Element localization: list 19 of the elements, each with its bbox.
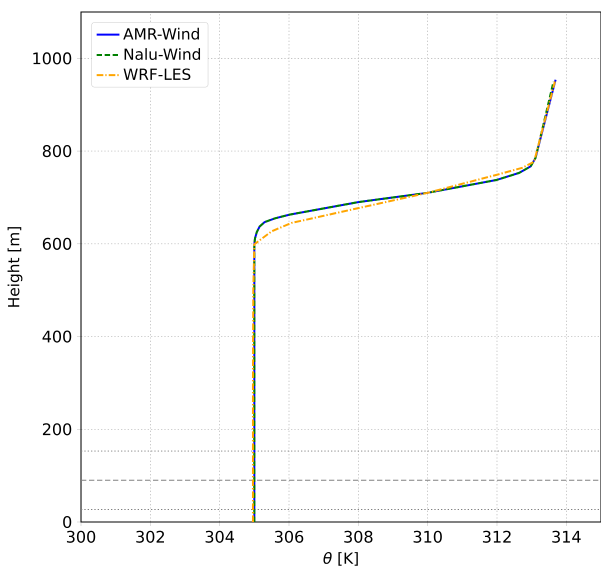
x-tick-label: 300 (66, 530, 96, 543)
y-axis-title: Height [m] (8, 227, 22, 307)
x-tick-label: 306 (274, 530, 304, 543)
x-tick-label: 304 (206, 530, 234, 543)
legend-label: WRF-LES (124, 68, 190, 80)
y-tick-label: 600 (42, 238, 72, 250)
legend-label: Nalu-Wind (124, 48, 200, 60)
x-tick-label: 314 (552, 530, 581, 543)
x-tick-label: 302 (136, 530, 164, 543)
x-axis-title: θ [K] (323, 552, 358, 566)
x-tick-label: 308 (344, 530, 372, 543)
y-tick-label: 1000 (33, 52, 72, 64)
y-tick-label: 400 (42, 330, 72, 343)
y-tick-label: 800 (42, 145, 72, 158)
y-tick-label: 200 (42, 423, 72, 436)
legend-label: AMR-Wind (123, 28, 199, 40)
x-tick-label: 312 (482, 530, 511, 543)
y-tick-label: 0 (63, 516, 72, 528)
x-tick-label: 310 (414, 530, 442, 543)
